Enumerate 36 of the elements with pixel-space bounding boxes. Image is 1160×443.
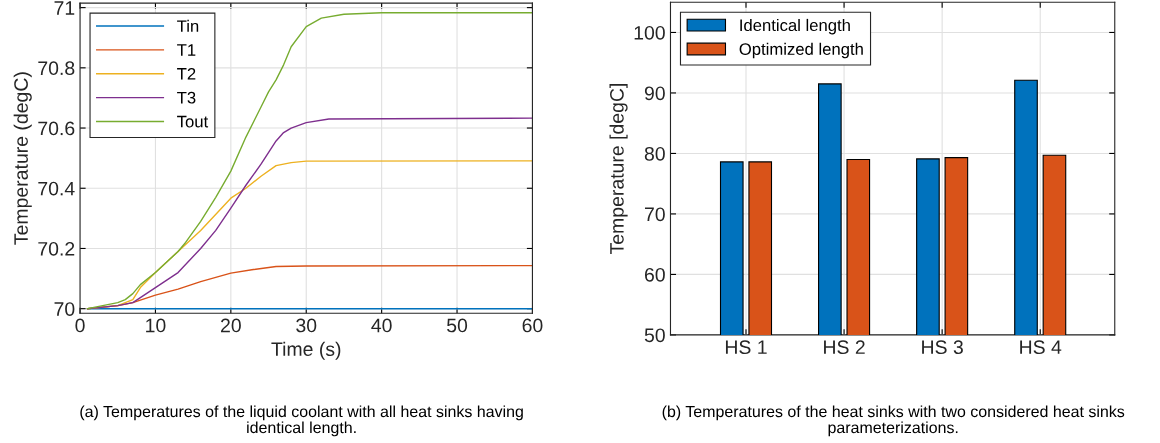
x-tick-label: 50 (447, 318, 468, 333)
legend-label: Optimized length (739, 42, 863, 59)
y-tick-label: 80 (644, 146, 665, 161)
y-tick-label: 50 (644, 328, 665, 343)
text: (b) Temperatures of the heat sinks with two considered heat sinks parameterizations. (662, 405, 1125, 437)
x-axis-title: Time (s) (271, 341, 341, 360)
y-tick-label: 70.2 (38, 241, 75, 256)
x-tick-label: HS 2 (824, 340, 865, 355)
legend-label: Identical length (740, 18, 850, 35)
x-tick-label: 20 (221, 318, 241, 333)
legend-label: T1 (177, 44, 196, 56)
x-tick-label: HS 1 (725, 340, 767, 355)
x-tick-label: 40 (371, 318, 392, 333)
y-tick-label: 60 (644, 267, 665, 282)
x-tick-label: HS 3 (922, 340, 963, 355)
y-axis-title: Temperature [degC] (609, 84, 628, 255)
legend-label: T2 (177, 67, 196, 80)
legend-label: T3 (177, 91, 196, 104)
x-tick-label: 60 (522, 318, 543, 333)
x-tick-label: HS 4 (1020, 340, 1062, 355)
legend-label: Tin (177, 19, 199, 32)
y-tick-label: 70.6 (38, 121, 75, 136)
x-tick-label: 0 (75, 318, 85, 333)
legend-label: Tout (177, 115, 209, 128)
y-tick-label: 70.8 (38, 61, 75, 76)
text: (a) Temperatures of the liquid coolant with all heat sinks having identical length. (80, 405, 523, 437)
y-tick-label: 100 (634, 25, 665, 40)
y-tick-label: 70 (644, 207, 665, 222)
line-series (86, 12, 533, 310)
y-tick-label: 90 (644, 86, 665, 101)
y-tick-label: 70 (54, 302, 75, 316)
y-tick-label: 71 (54, 1, 75, 15)
x-tick-label: 10 (146, 318, 166, 333)
y-axis-title: Temperature (degC) (13, 72, 32, 245)
y-tick-label: 70.4 (38, 181, 75, 196)
x-tick-label: 30 (296, 318, 317, 333)
